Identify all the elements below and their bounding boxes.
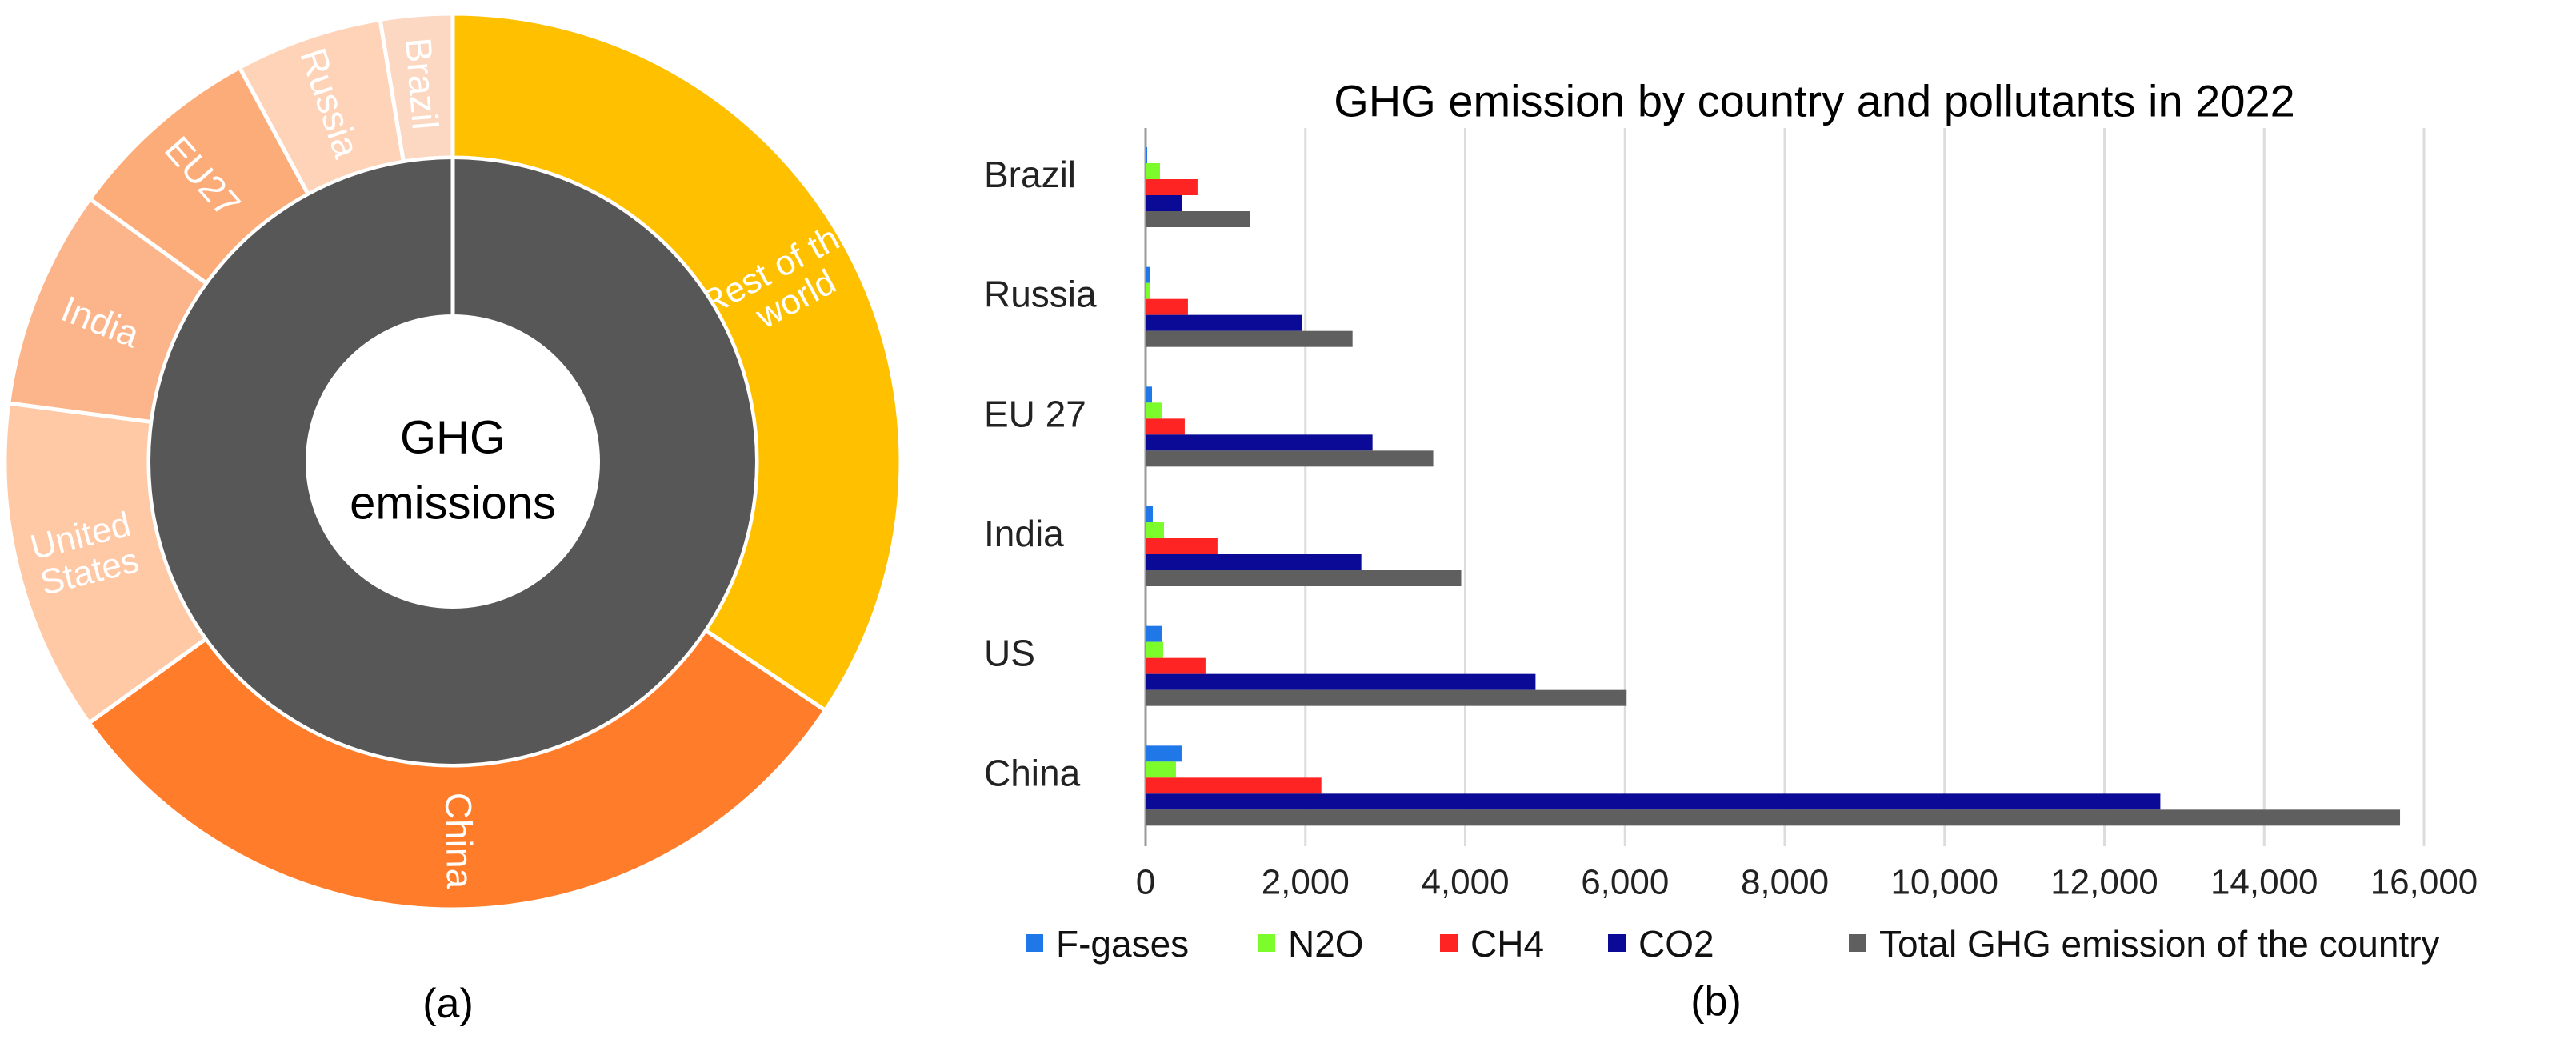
panel-a-caption: (a)	[422, 981, 474, 1027]
donut-slice-brazil	[378, 11, 455, 164]
donut-slice-label-line: China	[438, 792, 481, 889]
bar-india-ch4	[1146, 538, 1218, 554]
panel-b-caption: (b)	[1690, 978, 1742, 1025]
donut-outer-ring: Rest of theworldChinaUnitedStatesIndiaEU…	[2, 11, 903, 912]
bar-chart-x-tick-labels: 0 2,000 4,000 6,000 8,000 10,000 12,000 14,000 1…	[1136, 863, 2478, 902]
bar-russia-total-ghg-emission-of-the-country	[1146, 330, 1353, 347]
bar-chart-legend: F-gases N2O CH4 CO2 Total GHG emission of th…	[1026, 923, 2440, 965]
bar-russia-ch4	[1146, 298, 1188, 315]
legend-label-co2: CO2	[1638, 923, 1714, 965]
donut-center-label-line1: GHG	[400, 412, 506, 464]
bar-eu-27-co2	[1146, 434, 1373, 451]
bar-china-ch4	[1146, 777, 1322, 794]
x-tick-label: 10,000	[1890, 863, 1998, 902]
legend-swatch-total-ghg-emission-of-the-country	[1849, 934, 1866, 952]
category-label-eu-27: EU 27	[984, 393, 1086, 434]
legend-swatch-n2o	[1258, 934, 1275, 952]
x-tick-label: 8,000	[1741, 863, 1829, 902]
bar-china-n2o	[1146, 761, 1176, 778]
bar-eu-27-n2o	[1146, 402, 1162, 419]
bar-india-total-ghg-emission-of-the-country	[1146, 570, 1462, 586]
bar-eu-27-total-ghg-emission-of-the-country	[1146, 450, 1434, 467]
category-label-china: China	[984, 752, 1081, 793]
bar-china-co2	[1146, 793, 2161, 810]
donut-chart: Rest of theworldChinaUnitedStatesIndiaEU…	[2, 11, 903, 912]
legend-swatch-ch4	[1440, 934, 1458, 952]
legend-label-total-ghg-emission-of-the-country: Total GHG emission of the country	[1879, 923, 2440, 965]
bar-chart: GHG emission by country and pollutants i…	[984, 76, 2478, 965]
bar-brazil-n2o	[1146, 163, 1160, 179]
donut-slice-label-china: China	[438, 792, 481, 889]
donut-slice-rest-of-the-world	[450, 11, 903, 713]
x-tick-label: 2,000	[1262, 863, 1350, 902]
bar-india-co2	[1146, 554, 1362, 570]
bar-us-ch4	[1146, 657, 1206, 674]
bar-us-co2	[1146, 673, 1536, 690]
legend-label-f-gases: F-gases	[1056, 923, 1189, 965]
x-tick-label: 12,000	[2050, 863, 2158, 902]
bar-us-total-ghg-emission-of-the-country	[1146, 689, 1627, 706]
x-tick-label: 0	[1136, 863, 1155, 902]
donut-slice-china	[86, 627, 829, 912]
bar-brazil-ch4	[1146, 179, 1198, 195]
x-tick-label: 4,000	[1421, 863, 1509, 902]
donut-slice-label-line: Brazil	[398, 36, 446, 131]
bar-chart-category-labels: Brazil Russia EU 27 India US China	[984, 154, 1097, 793]
bar-china-f-gases	[1146, 745, 1182, 762]
legend-swatch-f-gases	[1026, 934, 1043, 952]
bar-chart-title: GHG emission by country and pollutants i…	[1334, 76, 2295, 126]
category-label-india: India	[984, 513, 1064, 554]
legend-label-n2o: N2O	[1288, 923, 1364, 965]
bar-india-n2o	[1146, 522, 1164, 538]
donut-slice-label-brazil: Brazil	[398, 36, 446, 131]
bar-brazil-total-ghg-emission-of-the-country	[1146, 211, 1250, 227]
category-label-russia: Russia	[984, 274, 1097, 315]
bar-us-f-gases	[1146, 625, 1162, 642]
category-label-us: US	[984, 633, 1035, 674]
x-tick-label: 16,000	[2370, 863, 2478, 902]
bar-us-n2o	[1146, 641, 1163, 658]
legend-label-ch4: CH4	[1470, 923, 1544, 965]
bar-eu-27-ch4	[1146, 418, 1185, 435]
bar-china-total-ghg-emission-of-the-country	[1146, 809, 2401, 826]
bar-brazil-co2	[1146, 195, 1182, 211]
bar-chart-gridlines	[1144, 128, 2426, 846]
bar-chart-bars	[1146, 147, 2401, 826]
bar-russia-n2o	[1146, 282, 1150, 299]
x-tick-label: 14,000	[2210, 863, 2318, 902]
bar-brazil-f-gases	[1146, 147, 1147, 163]
bar-russia-f-gases	[1146, 266, 1150, 283]
bar-india-f-gases	[1146, 506, 1153, 522]
donut-center-hole	[306, 314, 600, 609]
bar-eu-27-f-gases	[1146, 386, 1152, 403]
category-label-brazil: Brazil	[984, 154, 1076, 195]
bar-russia-co2	[1146, 314, 1302, 331]
donut-center-label-line2: emissions	[350, 478, 556, 529]
x-tick-label: 6,000	[1581, 863, 1669, 902]
legend-swatch-co2	[1608, 934, 1626, 952]
